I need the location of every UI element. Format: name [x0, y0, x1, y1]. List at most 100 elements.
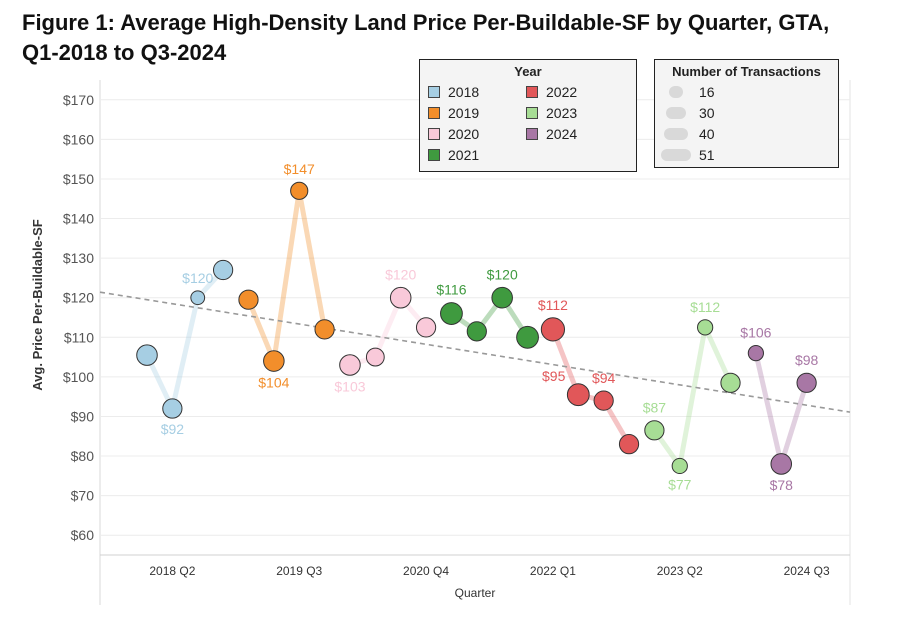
year-legend-item-2018[interactable]: 2018	[428, 84, 479, 100]
bubble-2022-Q3[interactable]	[593, 390, 614, 411]
x-axis-title: Quarter	[455, 586, 496, 600]
year-legend-title: Year	[514, 64, 542, 79]
transactions-legend-label: 51	[699, 147, 715, 163]
y-tick-label: $120	[63, 290, 94, 306]
year-swatch	[526, 107, 538, 119]
bubble-2018-Q3[interactable]	[190, 290, 206, 306]
data-label: $87	[643, 400, 667, 416]
data-label: $94	[592, 370, 616, 386]
data-label: $95	[542, 368, 566, 384]
x-tick-label: 2018 Q2	[149, 564, 195, 578]
year-swatch	[526, 86, 538, 98]
bubble-2022-Q4[interactable]	[618, 434, 640, 455]
year-legend-item-2023[interactable]: 2023	[526, 105, 577, 121]
bubble-2021-Q4[interactable]	[516, 325, 539, 349]
size-swatch	[661, 149, 691, 161]
bubble-2019-Q2[interactable]	[263, 350, 285, 372]
year-legend-item-2022[interactable]: 2022	[526, 84, 577, 100]
bubble-2022-Q2[interactable]	[566, 383, 590, 407]
year-swatch	[428, 149, 440, 161]
year-legend-item-2024[interactable]: 2024	[526, 126, 577, 142]
data-label: $106	[740, 325, 771, 341]
bubble-2021-Q2[interactable]	[466, 321, 487, 342]
data-label: $103	[334, 378, 365, 394]
y-tick-label: $160	[63, 131, 94, 147]
year-legend-item-2020[interactable]: 2020	[428, 126, 479, 142]
bubble-2021-Q3[interactable]	[491, 286, 513, 309]
bubble-2021-Q1[interactable]	[440, 302, 463, 325]
bubble-2018-Q2[interactable]	[162, 398, 183, 419]
chart-title: Figure 1: Average High-Density Land Pric…	[22, 8, 882, 68]
data-label: $112	[538, 297, 568, 313]
year-swatch	[428, 128, 440, 140]
chart-title-line2: Q1-2018 to Q3-2024	[22, 40, 227, 65]
bubble-2020-Q1[interactable]	[339, 354, 361, 376]
transactions-legend-item: 51	[661, 147, 715, 163]
bubble-2023-Q1[interactable]	[644, 420, 665, 441]
bubble-2020-Q3[interactable]	[389, 286, 412, 309]
year-legend-item-2021[interactable]: 2021	[428, 147, 479, 163]
series-line-2023	[652, 324, 733, 469]
year-legend-label: 2020	[448, 126, 480, 142]
bubble-2019-Q3[interactable]	[290, 181, 309, 200]
bubble-2020-Q2[interactable]	[365, 347, 385, 367]
data-label: $120	[182, 270, 213, 286]
x-tick-label: 2023 Q2	[657, 564, 703, 578]
year-legend-label: 2024	[546, 126, 578, 142]
bubble-2023-Q4[interactable]	[720, 372, 741, 393]
y-tick-label: $90	[71, 408, 95, 424]
bubble-2024-Q3[interactable]	[796, 372, 817, 393]
size-swatch	[666, 107, 686, 119]
year-swatch	[526, 128, 538, 140]
data-label: $112	[690, 299, 720, 315]
transactions-legend-label: 30	[699, 105, 715, 121]
y-tick-label: $110	[64, 329, 94, 345]
y-tick-label: $140	[63, 211, 94, 227]
year-legend-label: 2023	[546, 105, 578, 121]
y-tick-label: $60	[71, 527, 95, 543]
year-legend-label: 2018	[448, 84, 480, 100]
series-line-2024	[753, 352, 810, 467]
data-label: $78	[770, 477, 794, 493]
x-tick-label: 2024 Q3	[784, 564, 830, 578]
transactions-legend-label: 40	[699, 126, 715, 142]
bubble-2024-Q2[interactable]	[770, 453, 793, 475]
transactions-legend-item: 16	[661, 84, 715, 100]
bubble-2019-Q1[interactable]	[238, 289, 259, 310]
series-line-2018	[144, 268, 225, 412]
chart-title-line1: Figure 1: Average High-Density Land Pric…	[22, 10, 830, 35]
data-label: $116	[436, 282, 466, 298]
y-tick-label: $80	[71, 448, 95, 464]
bubble-2023-Q2[interactable]	[671, 457, 688, 475]
data-label: $120	[487, 266, 518, 282]
data-label: $120	[385, 266, 416, 282]
data-label: $92	[161, 421, 185, 437]
transactions-legend-item: 40	[661, 126, 715, 142]
bubble-2018-Q1[interactable]	[136, 344, 158, 366]
bubble-2020-Q4[interactable]	[415, 317, 437, 338]
year-legend-label: 2022	[546, 84, 578, 100]
year-swatch	[428, 86, 440, 98]
y-axis-title: Avg. Price Per-Buildable-SF	[30, 219, 45, 391]
transactions-legend-title: Number of Transactions	[672, 64, 821, 79]
year-swatch	[428, 107, 440, 119]
bubble-2024-Q1[interactable]	[747, 345, 765, 362]
bubble-2019-Q4[interactable]	[314, 319, 335, 340]
series-line-2020	[349, 295, 428, 368]
bubble-2023-Q3[interactable]	[697, 319, 714, 336]
trend-line	[99, 291, 851, 413]
y-tick-label: $150	[63, 171, 94, 187]
y-tick-label: $70	[71, 488, 95, 504]
series-line-2022	[550, 328, 632, 446]
transactions-legend-item: 30	[661, 105, 715, 121]
size-swatch	[669, 86, 683, 98]
x-tick-label: 2020 Q4	[403, 564, 449, 578]
series-line-2021	[450, 295, 530, 339]
year-legend: Year 2018 2019 2020 2021 2022 2023 2024	[419, 59, 637, 172]
year-legend-item-2019[interactable]: 2019	[428, 105, 479, 121]
series-line-2019	[246, 188, 328, 364]
bubble-2022-Q1[interactable]	[540, 317, 566, 342]
data-label: $77	[668, 477, 692, 493]
bubble-2018-Q4[interactable]	[212, 259, 234, 281]
y-tick-label: $100	[63, 369, 94, 385]
